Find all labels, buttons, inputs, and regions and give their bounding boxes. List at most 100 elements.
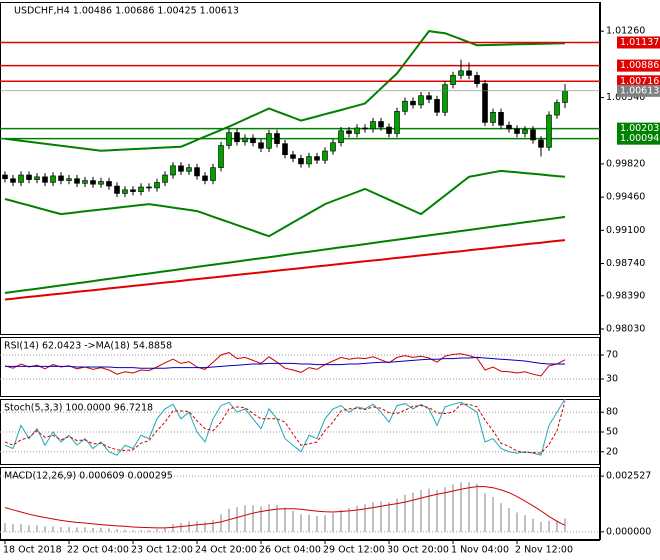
candle-body	[218, 145, 224, 168]
overlay-line	[4, 169, 566, 238]
candle-body	[386, 126, 392, 134]
candle-body	[394, 111, 400, 134]
macd-bar	[28, 525, 30, 532]
x-tick-label: 23 Oct 12:00	[131, 545, 193, 556]
candle-body	[90, 180, 96, 185]
macd-bar	[492, 496, 494, 532]
macd-bar	[84, 527, 86, 532]
macd-bar	[348, 508, 350, 532]
macd-bar	[260, 506, 262, 532]
y-tick-label: 0.002527	[606, 471, 651, 482]
candle-body	[162, 174, 168, 183]
overlay-line	[4, 239, 566, 301]
x-tick-label: 18 Oct 2018	[3, 545, 62, 556]
candle-body	[170, 165, 176, 176]
candle-body	[410, 100, 416, 106]
candle-body	[474, 75, 480, 85]
candle-body	[114, 185, 120, 194]
indicator-line	[4, 401, 566, 454]
candle-body	[322, 150, 328, 161]
candle-body	[554, 102, 560, 116]
macd-bar	[420, 489, 422, 532]
level-label-box	[617, 75, 660, 88]
candle-body	[450, 75, 456, 85]
macd-bar	[116, 529, 118, 532]
macd-bar	[436, 489, 438, 532]
candle-body	[426, 95, 432, 100]
candle-body	[378, 121, 384, 128]
candle-body	[194, 167, 200, 177]
signal-line	[4, 486, 566, 529]
x-tick-label: 24 Oct 20:00	[195, 545, 257, 556]
candle-body	[514, 128, 520, 134]
level-label-box	[617, 122, 660, 135]
candle-body	[354, 127, 360, 134]
macd-bar	[92, 527, 94, 532]
candle-body	[482, 83, 488, 123]
candle-body	[370, 121, 376, 130]
candle-body	[498, 111, 504, 126]
candle-body	[138, 186, 144, 192]
panel-title: USDCHF,H4 1.00486 1.00686 1.00425 1.0061…	[14, 6, 239, 17]
candle-body	[202, 175, 208, 181]
candle-body	[234, 132, 240, 143]
macd-bar	[172, 524, 174, 532]
macd-bar	[204, 521, 206, 532]
candle-body	[490, 111, 496, 123]
candle-body	[58, 175, 64, 181]
y-tick-label: 70	[606, 350, 618, 361]
indicator-line	[4, 352, 566, 377]
macd-bar	[196, 521, 198, 532]
panel-frame	[0, 2, 600, 335]
macd-bar	[236, 507, 238, 532]
x-tick-label: 29 Oct 12:00	[323, 545, 385, 556]
macd-bar	[180, 523, 182, 532]
macd-bar	[148, 530, 150, 532]
candle-body	[66, 178, 72, 181]
candle-body	[266, 133, 272, 149]
macd-bar	[124, 529, 126, 532]
candle-body	[98, 181, 104, 185]
macd-bar	[36, 525, 38, 532]
macd-bar	[244, 505, 246, 532]
macd-bar	[340, 509, 342, 532]
candle-body	[130, 189, 136, 192]
macd-bar	[508, 508, 510, 532]
candle-body	[298, 158, 304, 165]
indicator-line	[5, 356, 566, 369]
candle-body	[538, 139, 544, 148]
candle-body	[2, 174, 8, 179]
candle-body	[26, 174, 32, 180]
candle-body	[50, 175, 56, 183]
y-tick-label: 30	[606, 374, 618, 385]
macd-bar	[268, 504, 270, 532]
candle-body	[74, 178, 80, 184]
macd-bar	[164, 527, 166, 532]
macd-bar	[548, 520, 550, 532]
macd-bar	[332, 513, 334, 532]
macd-bar	[188, 521, 190, 532]
macd-bar	[76, 527, 78, 532]
macd-bar	[516, 512, 518, 532]
candle-body	[226, 132, 232, 146]
y-tick-label: 0.99460	[606, 192, 645, 203]
candle-body	[546, 114, 552, 148]
level-label: 1.00716	[620, 76, 659, 87]
y-tick-label: 0.98740	[606, 258, 645, 269]
macd-bar	[292, 510, 294, 532]
candle-body	[106, 181, 112, 187]
macd-bar	[228, 508, 230, 532]
macd-bar	[532, 518, 534, 532]
y-tick-label: 1.00540	[606, 92, 645, 103]
macd-bar	[460, 482, 462, 532]
candle-body	[330, 142, 336, 152]
macd-bar	[100, 527, 102, 532]
macd-bar	[476, 483, 478, 532]
macd-bar	[372, 502, 374, 532]
macd-bar	[404, 494, 406, 532]
candle-body	[42, 176, 48, 183]
last-price-label: 1.00613	[620, 85, 659, 96]
y-tick-label: 0.98390	[606, 290, 645, 301]
level-label-box	[617, 132, 660, 145]
y-tick-label: 50	[606, 427, 618, 438]
